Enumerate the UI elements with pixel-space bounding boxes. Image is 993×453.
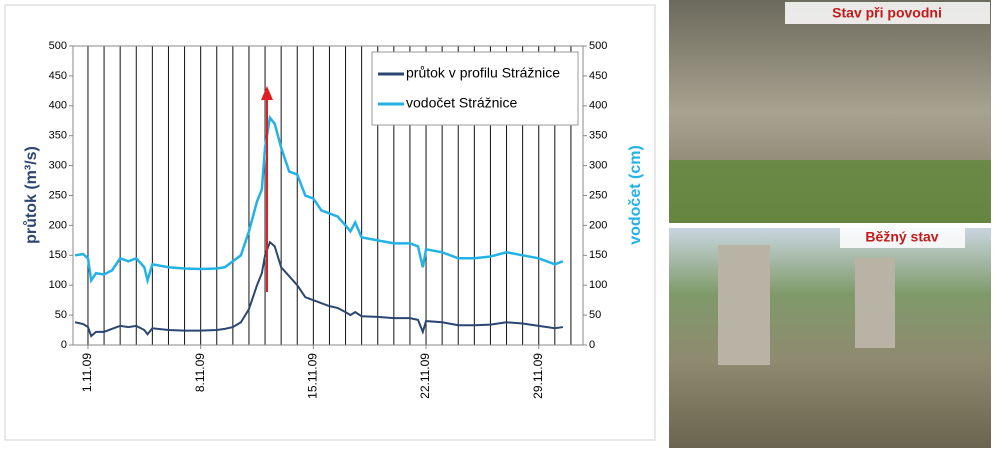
normal-photo [669,228,991,448]
y-tick-label: 150 [49,249,67,261]
y2-tick-label: 450 [589,70,607,82]
page: 0 50 100 150 200 250 300 350 400 450 500 0 50 100 150 2… [0,0,993,448]
y-tick-label: 400 [49,100,67,112]
y2-tick-label: 150 [589,249,607,261]
y-tick-label: 100 [49,279,67,291]
weir-tower [718,245,770,365]
flood-photo-grass [669,160,991,223]
x-tick-label: 1.11.09 [80,353,94,392]
y-axis-title: průtok (m³/s) [23,146,40,244]
legend [372,52,578,125]
photo-caption: Stav při povodni [832,5,942,21]
weir-tower [855,258,895,348]
y-tick-label: 450 [49,70,67,82]
y2-tick-label: 50 [589,309,601,321]
y-tick-label: 350 [49,130,67,142]
y2-tick-label: 250 [589,189,607,201]
y2-tick-label: 100 [589,279,607,291]
x-tick-label: 22.11.09 [418,353,432,399]
y-tick-label: 500 [49,40,67,52]
y-tick-label: 200 [49,219,67,231]
y-tick-label: 0 [61,339,67,351]
legend-label: průtok v profilu Strážnice [406,65,560,81]
y2-tick-label: 200 [589,219,607,231]
y2-axis-title: vodočet (cm) [627,145,644,245]
x-tick-label: 8.11.09 [193,353,207,392]
y-tick-label: 250 [49,189,67,201]
y-tick-label: 50 [55,309,67,321]
y2-tick-label: 500 [589,40,607,52]
x-tick-label: 29.11.09 [531,353,545,399]
y2-tick-label: 400 [589,100,607,112]
legend-label: vodočet Strážnice [406,95,517,111]
y-tick-label: 300 [49,160,67,172]
x-tick-label: 15.11.09 [306,353,320,399]
y2-tick-label: 350 [589,130,607,142]
photo-caption: Běžný stav [865,229,938,245]
chart: 0 50 100 150 200 250 300 350 400 450 500 0 50 100 150 2… [0,0,993,448]
y2-tick-label: 300 [589,160,607,172]
y2-tick-label: 0 [589,339,595,351]
